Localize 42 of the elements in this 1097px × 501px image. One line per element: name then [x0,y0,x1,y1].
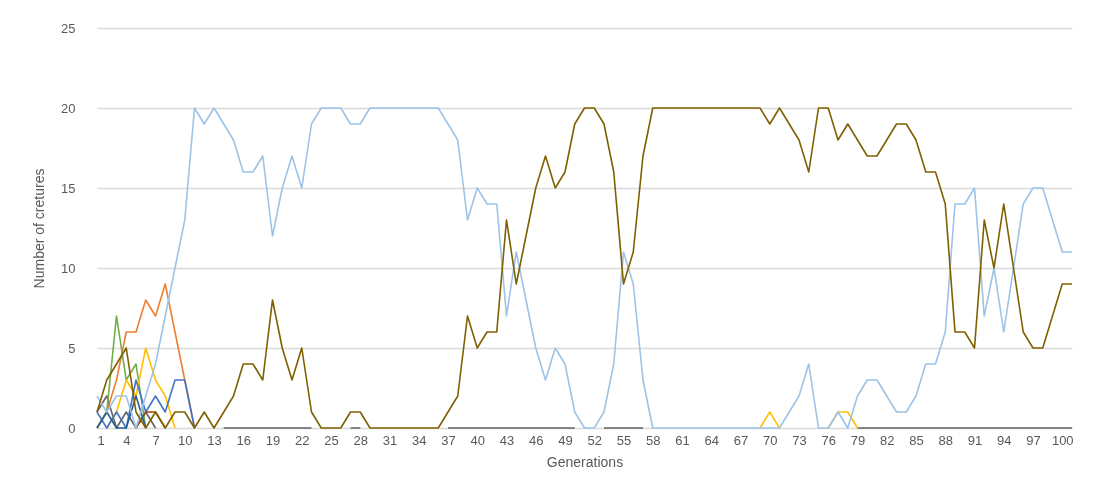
x-tick-label: 4 [123,432,131,448]
x-tick-label: 88 [938,432,953,448]
x-tick-label: 43 [499,432,515,448]
x-tick-label: 82 [880,432,895,448]
y-tick-label: 20 [61,100,76,116]
x-tick-label: 79 [850,432,866,448]
y-tick-label: 5 [68,340,76,356]
x-tick-label: 13 [207,432,222,448]
x-tick-label: 52 [587,432,602,448]
x-tick-label: 25 [324,432,339,448]
x-tick-label: 49 [558,432,573,448]
x-tick-label: 70 [763,432,778,448]
x-tick-label: 76 [821,432,836,448]
x-tick-label: 34 [412,432,427,448]
x-tick-label: 31 [382,432,398,448]
x-tick-label: 37 [441,432,456,448]
x-tick-label: 7 [152,432,160,448]
x-tick-label: 58 [646,432,661,448]
x-tick-label: 100 [1051,432,1074,448]
x-tick-label: 67 [733,432,749,448]
x-tick-label: 22 [295,432,310,448]
x-tick-label: 97 [1026,432,1041,448]
x-tick-label: 19 [265,432,281,448]
x-tick-label: 28 [353,432,368,448]
x-tick-label: 1 [97,432,105,448]
y-tick-label: 25 [61,20,76,36]
x-axis-title: Generations [546,453,624,470]
y-tick-label: 10 [61,260,76,276]
x-tick-label: 64 [704,432,719,448]
x-tick-label: 46 [529,432,544,448]
x-tick-label: 55 [616,432,632,448]
x-tick-label: 40 [470,432,485,448]
x-tick-label: 94 [997,432,1012,448]
x-tick-label: 85 [909,432,924,448]
x-tick-label: 73 [792,432,807,448]
x-tick-label: 91 [967,432,983,448]
x-tick-label: 61 [675,432,690,448]
y-tick-label: 15 [61,180,76,196]
x-tick-label: 16 [236,432,251,448]
y-tick-label: 0 [68,420,76,436]
y-axis-title: Number of cretures [31,168,48,289]
x-tick-label: 10 [178,432,193,448]
